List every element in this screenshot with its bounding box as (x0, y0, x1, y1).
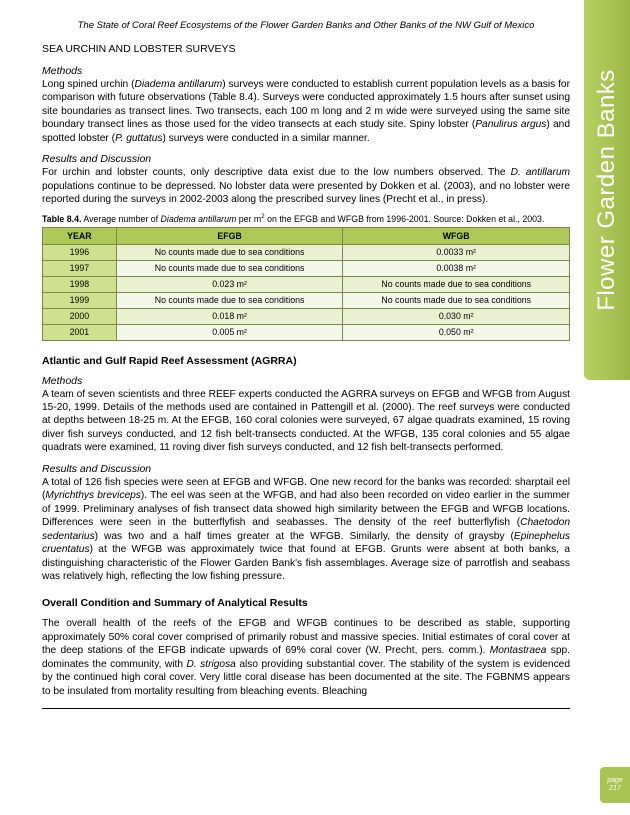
agrra-heading: Atlantic and Gulf Rapid Reef Assessment … (42, 355, 570, 367)
table-row: 19980.023 m²No counts made due to sea co… (43, 276, 570, 292)
page-label: page (607, 777, 623, 785)
table-caption: Table 8.4. Average number of Diadema ant… (42, 213, 570, 224)
results-heading: Results and Discussion (42, 153, 570, 165)
data-table: YEAR EFGB WFGB 1996No counts made due to… (42, 227, 570, 341)
methods-heading: Methods (42, 65, 570, 77)
col-year: YEAR (43, 227, 117, 244)
agrra-results-heading: Results and Discussion (42, 463, 570, 475)
col-wfgb: WFGB (343, 227, 570, 244)
methods-paragraph: Long spined urchin (Diadema antillarum) … (42, 78, 570, 145)
agrra-results-paragraph: A total of 126 fish species were seen at… (42, 476, 570, 584)
overall-heading: Overall Condition and Summary of Analyti… (42, 597, 570, 609)
section-title-urchin: SEA URCHIN AND LOBSTER SURVEYS (42, 43, 570, 55)
table-header-row: YEAR EFGB WFGB (43, 227, 570, 244)
footer-rule (42, 708, 570, 709)
page-content: The State of Coral Reef Ecosystems of th… (0, 0, 630, 729)
agrra-methods-paragraph: A team of seven scientists and three REE… (42, 388, 570, 455)
running-header: The State of Coral Reef Ecosystems of th… (42, 20, 570, 31)
table-row: 1997No counts made due to sea conditions… (43, 260, 570, 276)
side-tab-label: Flower Garden Banks (593, 69, 621, 311)
table-row: 1996No counts made due to sea conditions… (43, 244, 570, 260)
table-row: 1999No counts made due to sea conditions… (43, 292, 570, 308)
page-number-tab: page 217 (600, 767, 630, 803)
overall-paragraph: The overall health of the reefs of the E… (42, 617, 570, 698)
page-number: 217 (609, 785, 621, 793)
agrra-methods-heading: Methods (42, 375, 570, 387)
table-row: 20010.005 m²0.050 m² (43, 324, 570, 340)
table-row: 20000.018 m²0.030 m² (43, 308, 570, 324)
col-efgb: EFGB (116, 227, 343, 244)
side-tab: Flower Garden Banks (584, 0, 630, 380)
results-paragraph: For urchin and lobster counts, only desc… (42, 166, 570, 206)
